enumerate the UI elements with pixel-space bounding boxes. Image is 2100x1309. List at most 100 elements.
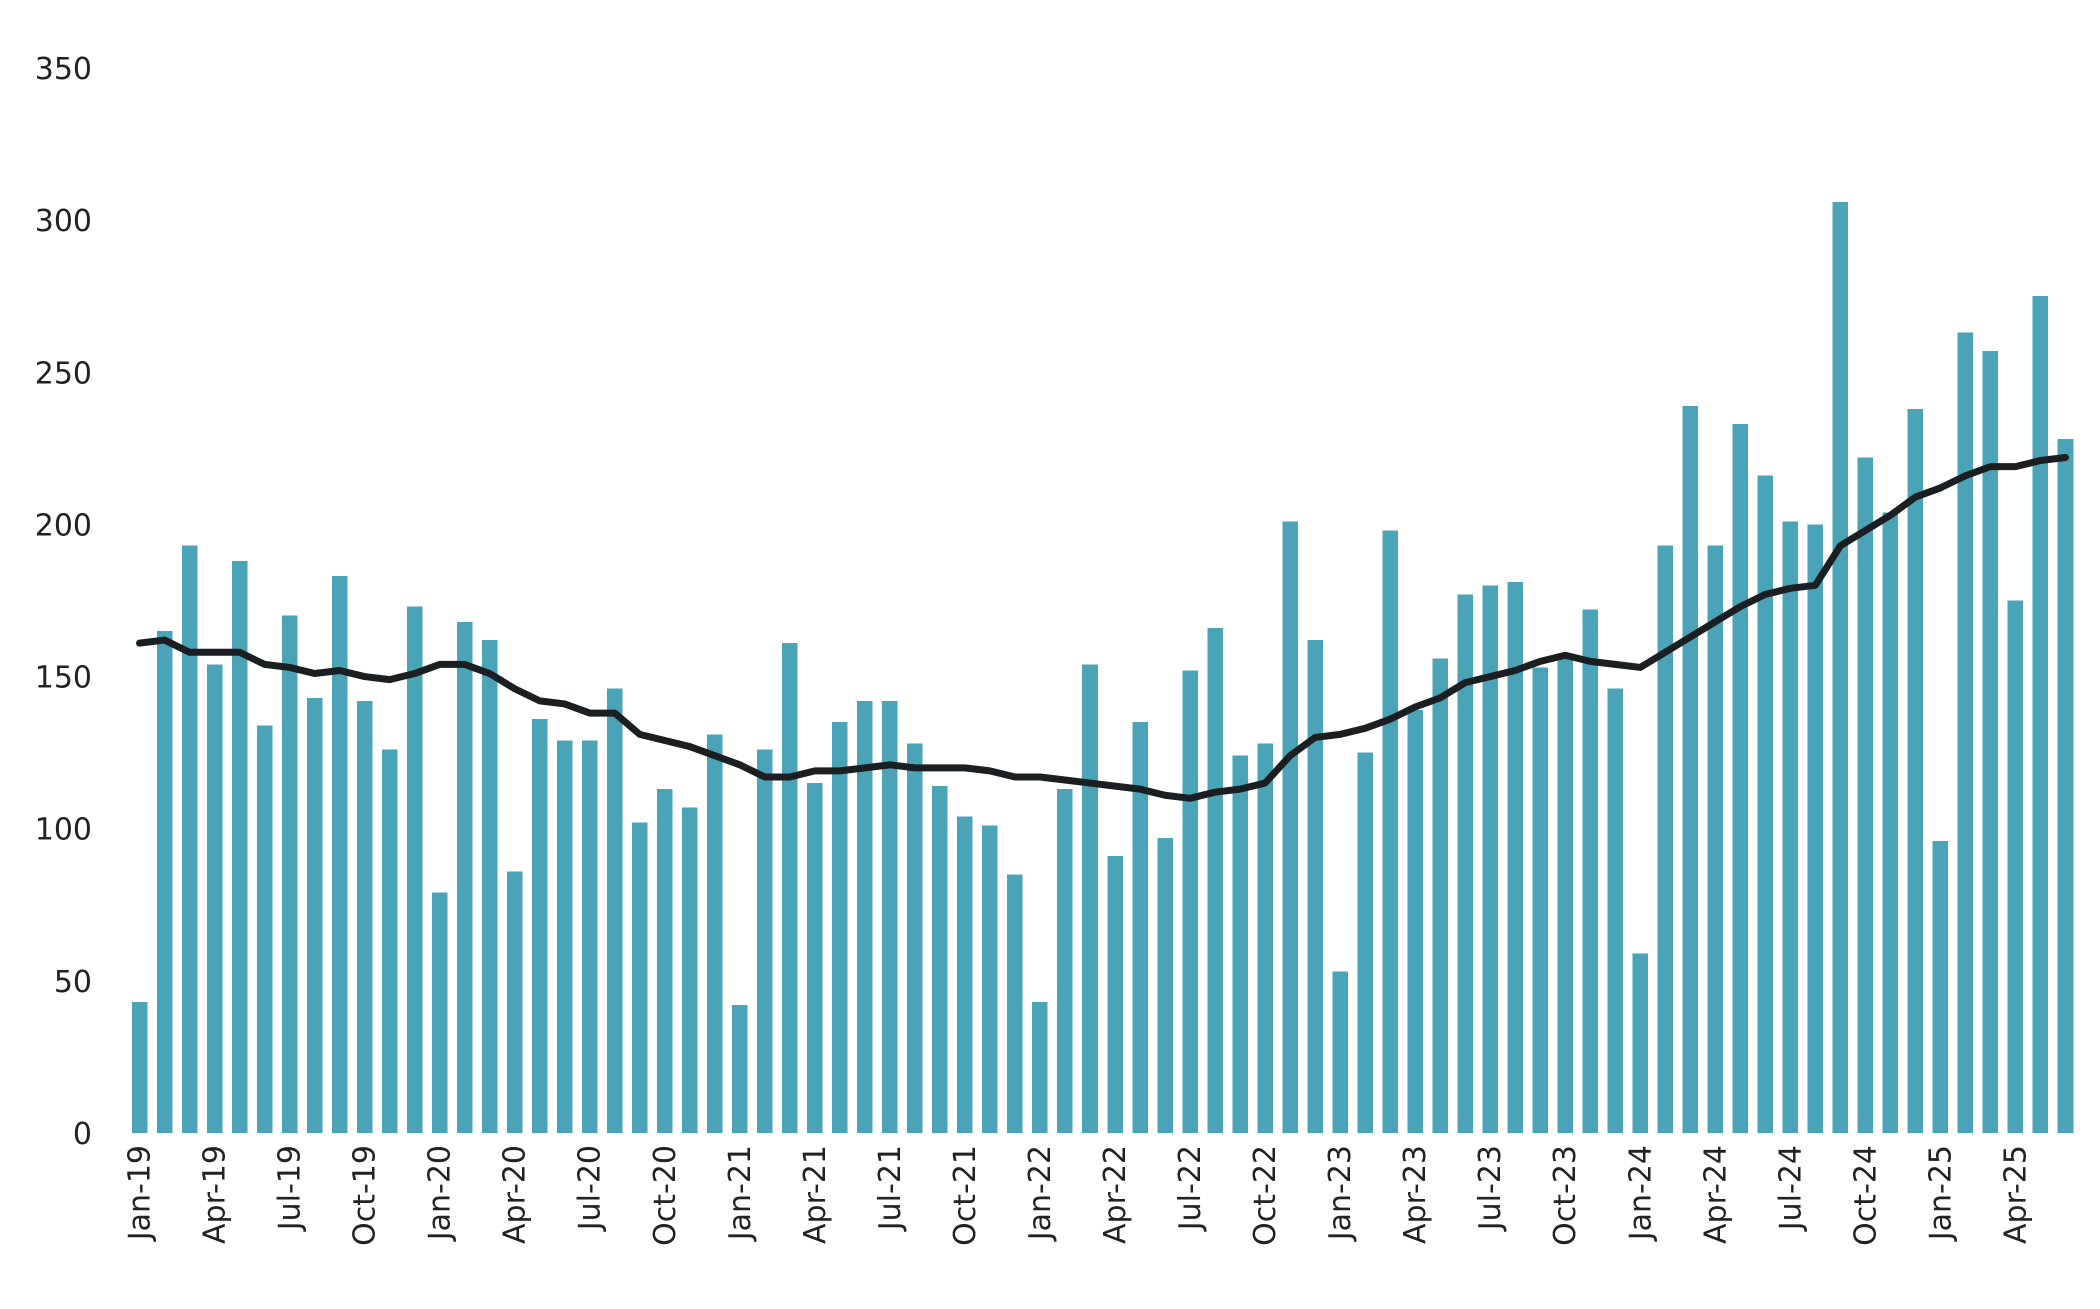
bar — [732, 1005, 748, 1133]
x-tick-label: Oct-24 — [1848, 1145, 1883, 1246]
bar — [1107, 856, 1123, 1133]
x-tick-label: Jan-19 — [123, 1145, 158, 1242]
bar — [1932, 840, 1949, 1133]
x-tick-label: Oct-23 — [1548, 1145, 1583, 1246]
bar — [632, 822, 648, 1133]
x-tick-label: Jul-24 — [1773, 1145, 1808, 1232]
bar — [1632, 953, 1649, 1133]
bar — [1357, 752, 1373, 1133]
bar — [1332, 971, 1348, 1133]
x-tick-label: Apr-23 — [1398, 1145, 1433, 1244]
bar — [657, 789, 673, 1133]
bar — [156, 630, 173, 1133]
bar-series — [131, 201, 2074, 1134]
bar — [682, 807, 698, 1133]
x-tick-label: Apr-22 — [1098, 1145, 1133, 1244]
bar — [1257, 743, 1273, 1133]
bar — [1157, 837, 1173, 1133]
bar — [306, 697, 323, 1133]
bar — [1757, 475, 1774, 1133]
bar — [531, 719, 548, 1133]
x-tick-label: Oct-22 — [1248, 1145, 1283, 1246]
bar — [1882, 512, 1899, 1133]
bar — [281, 615, 298, 1133]
bar — [431, 892, 448, 1133]
x-tick-label: Jul-19 — [273, 1145, 308, 1232]
bar — [782, 643, 798, 1133]
bar — [1707, 545, 1724, 1133]
x-tick-label: Jan-20 — [423, 1145, 458, 1242]
y-tick-label: 200 — [35, 508, 92, 543]
bar — [131, 1002, 148, 1133]
x-tick-label: Jan-24 — [1623, 1145, 1658, 1242]
x-tick-label: Jan-25 — [1923, 1145, 1958, 1242]
bar — [1657, 545, 1674, 1133]
bar — [1907, 408, 1924, 1133]
bar — [1407, 710, 1423, 1133]
bar — [1582, 609, 1599, 1133]
bar — [2007, 600, 2024, 1133]
y-tick-label: 100 — [35, 813, 92, 848]
bar — [1232, 755, 1248, 1133]
x-tick-label: Apr-24 — [1698, 1145, 1733, 1244]
bar — [882, 700, 898, 1133]
bar — [1082, 664, 1098, 1133]
bar — [256, 725, 273, 1133]
x-tick-label: Jan-21 — [723, 1145, 758, 1242]
y-tick-label: 300 — [35, 204, 92, 239]
y-tick-label: 250 — [35, 356, 92, 391]
bar — [2032, 296, 2049, 1134]
bar — [406, 606, 423, 1133]
bar — [1382, 530, 1398, 1133]
bar — [1807, 524, 1824, 1133]
bar — [1307, 640, 1323, 1133]
y-tick-label: 350 — [35, 52, 92, 87]
bar — [1182, 670, 1198, 1133]
x-tick-label: Jul-20 — [573, 1145, 608, 1232]
bar — [1982, 350, 1999, 1133]
bar — [807, 783, 823, 1133]
bar — [707, 734, 723, 1133]
y-tick-label: 0 — [73, 1117, 92, 1152]
bar — [1832, 201, 1849, 1133]
bar — [506, 871, 523, 1133]
bar — [181, 545, 198, 1133]
bar — [206, 664, 223, 1133]
bar — [1782, 521, 1799, 1133]
y-tick-label: 150 — [35, 661, 92, 696]
bar — [231, 560, 248, 1133]
bar — [857, 700, 873, 1133]
bar — [1282, 521, 1298, 1133]
bar — [1482, 585, 1498, 1133]
bar — [1057, 789, 1073, 1133]
bar — [556, 740, 573, 1133]
bar — [481, 640, 498, 1133]
x-tick-label: Jan-23 — [1323, 1145, 1358, 1242]
bar — [1682, 405, 1699, 1133]
bar — [607, 688, 623, 1133]
bar — [1032, 1002, 1048, 1133]
bar — [1207, 627, 1223, 1133]
x-tick-label: Oct-21 — [948, 1145, 983, 1246]
x-tick-label: Jul-21 — [873, 1145, 908, 1232]
bar — [757, 749, 773, 1133]
bar — [1607, 688, 1624, 1133]
bar — [1957, 332, 1974, 1134]
bar — [982, 825, 998, 1133]
bar — [356, 700, 373, 1133]
bar — [1132, 722, 1148, 1133]
x-tick-label: Jul-22 — [1173, 1145, 1208, 1232]
bar — [957, 816, 973, 1133]
bar — [1457, 594, 1473, 1133]
bar — [907, 743, 923, 1133]
bar — [2057, 439, 2074, 1134]
x-tick-label: Oct-19 — [348, 1145, 383, 1246]
bar — [1557, 655, 1573, 1133]
x-tick-label: Apr-19 — [198, 1145, 233, 1244]
trend-line — [136, 453, 2069, 802]
x-axis: Jan-19 Apr-19 Jul-19 Oct-19 Jan-20 Apr-20 Jul-… — [123, 1145, 2034, 1246]
bar — [381, 749, 398, 1133]
y-tick-label: 50 — [54, 965, 92, 1000]
bar — [1857, 457, 1874, 1133]
